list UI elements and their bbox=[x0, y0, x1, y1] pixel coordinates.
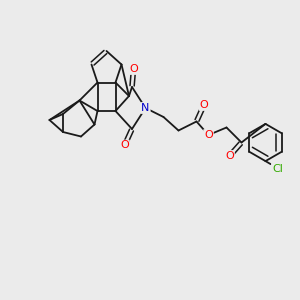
Text: N: N bbox=[141, 103, 150, 113]
Text: O: O bbox=[225, 151, 234, 161]
Text: O: O bbox=[129, 64, 138, 74]
Text: Cl: Cl bbox=[272, 164, 283, 174]
Text: O: O bbox=[204, 130, 213, 140]
Text: O: O bbox=[120, 140, 129, 151]
Text: O: O bbox=[200, 100, 208, 110]
